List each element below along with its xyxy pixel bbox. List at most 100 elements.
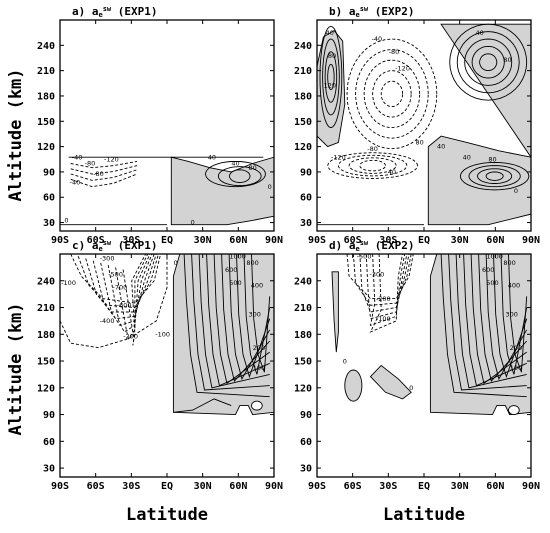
x-tick-label: 30N [451, 235, 469, 246]
contour-label: -300 [370, 270, 385, 278]
y-tick-label: 90 [43, 167, 55, 178]
contour-label: 800 [503, 259, 515, 267]
x-tick-label: 30N [194, 235, 212, 246]
contour-label: 400 [251, 282, 263, 290]
x-tick-label: 60S [344, 481, 362, 492]
contour-label: -100 [155, 331, 170, 339]
y-tick-label: 240 [294, 41, 312, 52]
contour-label: 100 [253, 364, 265, 372]
x-tick-label: 60N [229, 235, 247, 246]
x-axis-label-right: Latitude [383, 505, 465, 525]
y-tick-label: 240 [294, 276, 312, 287]
y-tick-label: 90 [43, 410, 55, 421]
contours-c: -100-300-500-700-600-400-200 -10010008006… [60, 253, 274, 416]
contour-label: 0 [514, 187, 518, 195]
contour-label: -100 [376, 315, 391, 323]
contours-b: 40 80 120 -40 -80 -120 -80 -120 40 80 40 40 80 40 80 0 [317, 23, 531, 226]
contour-label: 0 [343, 357, 347, 365]
contour-label: -40 [72, 153, 83, 161]
contour-label: 40 [475, 29, 483, 37]
y-tick-label: 120 [294, 383, 312, 394]
y-tick-label: 180 [37, 330, 55, 341]
x-tick-label: 30N [451, 481, 469, 492]
contour-label: -400 [100, 317, 115, 325]
contour-label: 40 [326, 29, 334, 37]
contour-label: -80 [367, 145, 378, 153]
contour-label: -200 [376, 295, 391, 303]
y-tick-label: 210 [37, 303, 55, 314]
y-axis-label-top: Altitude (km) [6, 68, 26, 201]
x-tick-label: 90N [522, 481, 540, 492]
contour-label: 1000 [486, 253, 503, 261]
contour-label: 500 [229, 279, 241, 287]
panel-title: c) aesw (EXP1) [72, 239, 158, 253]
y-tick-label: 210 [294, 66, 312, 77]
y-tick-label: 150 [37, 357, 55, 368]
contour-label: 600 [482, 266, 494, 274]
contour-label: -600 [117, 302, 132, 310]
contour-label: 80 [503, 56, 511, 64]
y-tick-label: 210 [37, 66, 55, 77]
x-tick-label: 90S [51, 481, 69, 492]
y-tick-label: 30 [43, 218, 55, 229]
y-tick-label: 60 [300, 437, 312, 448]
contour-label: 1000 [229, 253, 246, 261]
contour-label: 40 [388, 168, 396, 176]
y-tick-label: 60 [43, 437, 55, 448]
x-axis-label-left: Latitude [126, 505, 208, 525]
panel-title: a) aesw (EXP1) [72, 5, 158, 19]
contour-label: 40 [231, 160, 239, 168]
x-tick-label: EQ [418, 481, 430, 492]
x-tick-label: 60N [486, 235, 504, 246]
x-tick-label: EQ [161, 235, 173, 246]
y-tick-label: 180 [294, 330, 312, 341]
panel-title: d) aesw (EXP2) [329, 239, 415, 253]
x-tick-label: 30S [122, 235, 140, 246]
y-tick-label: 150 [294, 357, 312, 368]
contour-label: 0 [268, 183, 272, 191]
y-tick-label: 180 [37, 91, 55, 102]
panel-b: 40 80 120 -40 -80 -120 -80 -120 40 80 40 40 80 40 80 0 b… [294, 5, 540, 246]
contour-label: 40 [208, 153, 216, 161]
contour-label: 500 [486, 279, 498, 287]
contour-label: 0 [409, 384, 413, 392]
x-tick-label: 60N [229, 481, 247, 492]
contour-label: -40 [372, 35, 383, 43]
y-tick-label: 180 [294, 91, 312, 102]
contour-label: -80 [93, 170, 104, 178]
x-tick-label: 30N [194, 481, 212, 492]
contour-label: 40 [437, 143, 445, 151]
y-tick-label: 30 [300, 464, 312, 475]
y-tick-label: 120 [37, 383, 55, 394]
contour-label: -120 [104, 155, 119, 163]
x-tick-label: 60N [486, 481, 504, 492]
contour-label: 400 [508, 282, 520, 290]
x-tick-label: 60S [87, 235, 105, 246]
contour-label: 80 [248, 164, 256, 172]
contour-label: 80 [416, 139, 424, 147]
y-tick-label: 210 [294, 303, 312, 314]
contour-label: -40 [70, 179, 81, 187]
contour-label: -80 [85, 160, 96, 168]
contour-label: 300 [248, 310, 260, 318]
x-tick-label: 30S [122, 481, 140, 492]
y-tick-label: 120 [294, 142, 312, 153]
x-tick-label: 90N [265, 235, 283, 246]
y-tick-label: 150 [37, 117, 55, 128]
y-tick-label: 240 [37, 276, 55, 287]
y-tick-label: 30 [300, 218, 312, 229]
contour-label: -80 [389, 48, 400, 56]
contour-label: 80 [328, 52, 336, 60]
x-tick-label: 30S [379, 481, 397, 492]
y-tick-label: 240 [37, 41, 55, 52]
contour-label: 0 [174, 259, 178, 267]
x-tick-label: 60S [87, 481, 105, 492]
contour-label: 0 [64, 217, 68, 225]
contour-label: 120 [324, 82, 336, 90]
contour-label: -200 [123, 333, 138, 341]
contour-label: 80 [488, 155, 496, 163]
contour-label: -100 [61, 279, 76, 287]
